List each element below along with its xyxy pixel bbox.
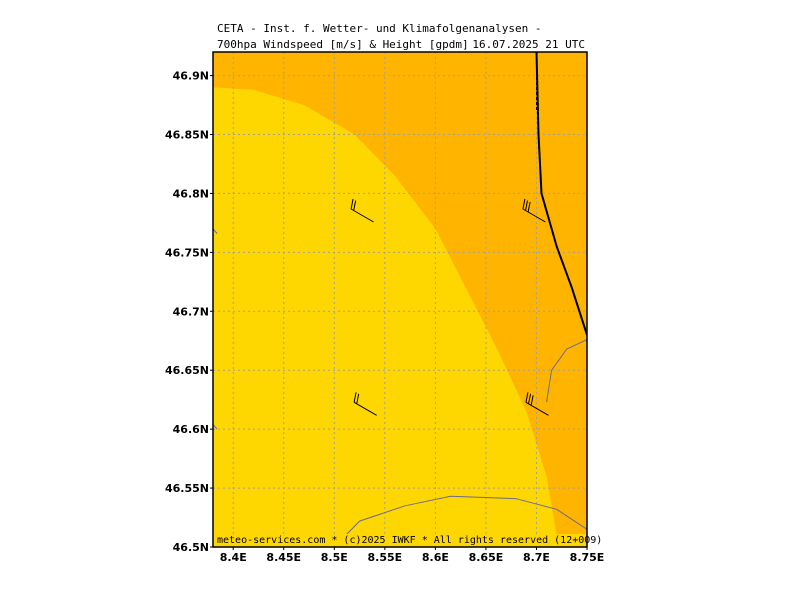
coastline <box>333 495 587 547</box>
height-contour <box>535 52 587 336</box>
x-tick-label: 8.7E <box>523 551 550 564</box>
lat-lon-grid <box>213 52 587 547</box>
y-tick-label: 46.7N <box>173 305 209 318</box>
wind-barb <box>522 198 546 223</box>
x-tick-label: 8.5E <box>321 551 348 564</box>
windspeed-band-low <box>213 87 559 547</box>
map-frame <box>212 51 588 548</box>
y-tick-label: 46.85N <box>165 129 209 142</box>
map-title-institute: CETA - Inst. f. Wetter- und Klimafolgena… <box>217 22 542 35</box>
x-tick-label: 8.75E <box>570 551 605 564</box>
y-tick-label: 46.6N <box>173 423 209 436</box>
axis-ticks: 8.4E 8.45E 8.5E 8.55E 8.6E 8.65E 8.7E 8.75E 46.5… <box>165 70 604 564</box>
height-contours <box>535 52 587 336</box>
windspeed-band-outer <box>536 52 587 324</box>
footer-credit: meteo-services.com * (c)2025 IWKF * All … <box>217 535 602 546</box>
map-title-parameter: 700hpa Windspeed [m/s] & Height [gpdm] <box>217 38 469 51</box>
map-title-datetime: 16.07.2025 21 UTC <box>472 38 585 51</box>
wind-barb <box>350 198 374 223</box>
map-plot-area <box>213 52 587 547</box>
x-tick-label: 8.45E <box>266 551 301 564</box>
coastline <box>546 339 587 403</box>
wind-barb <box>525 392 549 416</box>
y-tick-label: 46.5N <box>173 541 209 554</box>
x-tick-label: 8.65E <box>469 551 504 564</box>
wind-barb <box>353 392 377 416</box>
y-tick-label: 46.9N <box>173 70 209 83</box>
footer-background <box>214 534 586 546</box>
x-tick-label: 8.4E <box>220 551 247 564</box>
wind-barbs <box>350 198 549 416</box>
x-tick-label: 8.55E <box>368 551 403 564</box>
y-tick-label: 46.8N <box>173 187 209 200</box>
y-tick-label: 46.65N <box>165 364 209 377</box>
x-tick-label: 8.6E <box>422 551 449 564</box>
y-tick-label: 46.75N <box>165 246 209 259</box>
y-tick-label: 46.55N <box>165 482 209 495</box>
